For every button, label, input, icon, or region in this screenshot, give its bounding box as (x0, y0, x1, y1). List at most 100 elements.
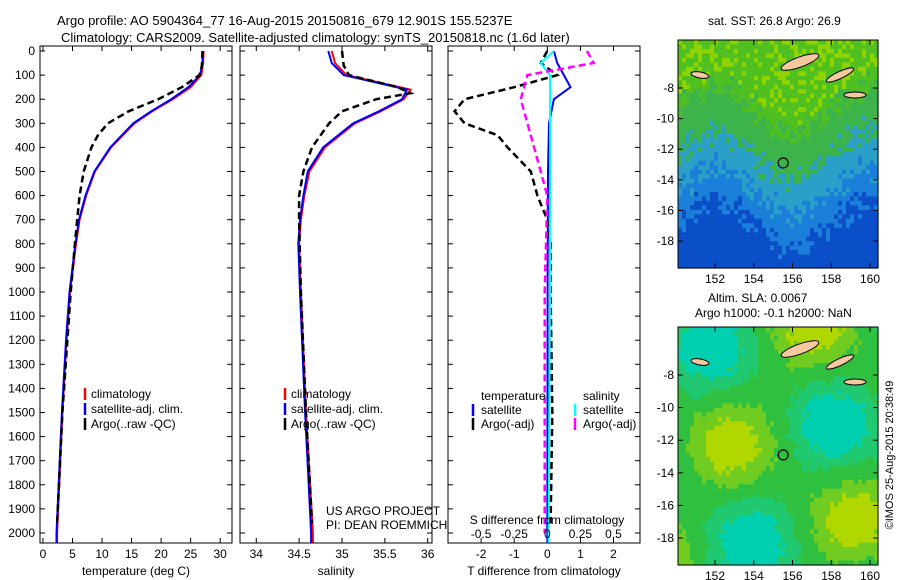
map-cell (694, 214, 699, 220)
series-line-argo-raw-qc- (297, 50, 415, 524)
map-cell (694, 183, 699, 189)
map-cell (854, 120, 859, 126)
map-cell (714, 529, 719, 535)
map-cell (758, 362, 763, 368)
map-cell (706, 89, 711, 95)
map-cell (778, 57, 783, 63)
map-cell (870, 232, 875, 238)
map-cell (798, 353, 803, 359)
map-cell (686, 232, 691, 238)
map-cell (798, 129, 803, 135)
map-cell (714, 254, 719, 260)
map-cell (690, 461, 695, 467)
map-cell (762, 345, 767, 351)
map-cell (774, 205, 779, 211)
map-cell (774, 376, 779, 382)
map-cell (858, 245, 863, 251)
y-tick-label: 600 (15, 189, 35, 203)
map-cell (822, 156, 827, 162)
map-cell (854, 236, 859, 242)
map-cell (830, 538, 835, 544)
map-cell (730, 430, 735, 436)
map-cell (750, 98, 755, 104)
map-cell (814, 93, 819, 99)
map-cell (766, 138, 771, 144)
map-cell (866, 192, 871, 198)
map-cell (714, 556, 719, 562)
map-cell (698, 138, 703, 144)
map-cell (818, 389, 823, 395)
map-cell (826, 53, 831, 59)
y-tick-label: 1800 (8, 478, 35, 492)
map-cell (814, 403, 819, 409)
map-cell (746, 457, 751, 463)
map-cell (714, 40, 719, 46)
map-cell (770, 421, 775, 427)
map-cell (774, 434, 779, 440)
map-cell (838, 389, 843, 395)
map-cell (786, 362, 791, 368)
map-cell (754, 62, 759, 68)
map-cell (814, 192, 819, 198)
map-cell (802, 412, 807, 418)
map-cell (750, 48, 755, 54)
map-cell (726, 111, 731, 117)
map-cell (798, 75, 803, 81)
map-cell (738, 71, 743, 77)
map-cell (726, 124, 731, 130)
map-cell (710, 40, 715, 46)
map-cell (818, 493, 823, 499)
map-cell (806, 412, 811, 418)
map-cell (710, 174, 715, 180)
map-cell (826, 250, 831, 256)
map-cell (786, 183, 791, 189)
lon-tick-label: 160 (860, 272, 880, 286)
map-cell (750, 515, 755, 521)
map-cell (754, 111, 759, 117)
map-cell (734, 551, 739, 557)
map-cell (694, 434, 699, 440)
map-cell (810, 470, 815, 476)
map-cell (874, 236, 879, 242)
map-cell (834, 259, 839, 265)
map-cell (742, 254, 747, 260)
map-cell (750, 439, 755, 445)
map-cell (726, 479, 731, 485)
map-cell (762, 394, 767, 400)
map-cell (698, 62, 703, 68)
map-cell (862, 223, 867, 229)
map-cell (706, 192, 711, 198)
lat-tick-label: -18 (657, 234, 675, 248)
map-cell (810, 542, 815, 548)
map-cell (866, 62, 871, 68)
map-cell (698, 236, 703, 242)
map-cell (806, 331, 811, 337)
map-cell (774, 71, 779, 77)
map-cell (682, 515, 687, 521)
y-tick-label: 1500 (8, 406, 35, 420)
map-cell (814, 142, 819, 148)
map-cell (706, 160, 711, 166)
map-cell (702, 353, 707, 359)
map-cell (742, 116, 747, 122)
map-cell (742, 394, 747, 400)
map-cell (702, 466, 707, 472)
map-cell (862, 174, 867, 180)
map-cell (742, 520, 747, 526)
map-cell (810, 254, 815, 260)
map-cell (794, 358, 799, 364)
map-cell (810, 187, 815, 193)
map-cell (866, 80, 871, 86)
map-cell (766, 62, 771, 68)
map-cell (826, 416, 831, 422)
map-cell (858, 40, 863, 46)
map-cell (858, 44, 863, 50)
map-cell (794, 327, 799, 333)
map-cell (754, 254, 759, 260)
map-cell (806, 223, 811, 229)
map-cell (846, 133, 851, 139)
map-cell (738, 439, 743, 445)
map-cell (838, 98, 843, 104)
map-cell (678, 107, 683, 113)
map-cell (682, 371, 687, 377)
